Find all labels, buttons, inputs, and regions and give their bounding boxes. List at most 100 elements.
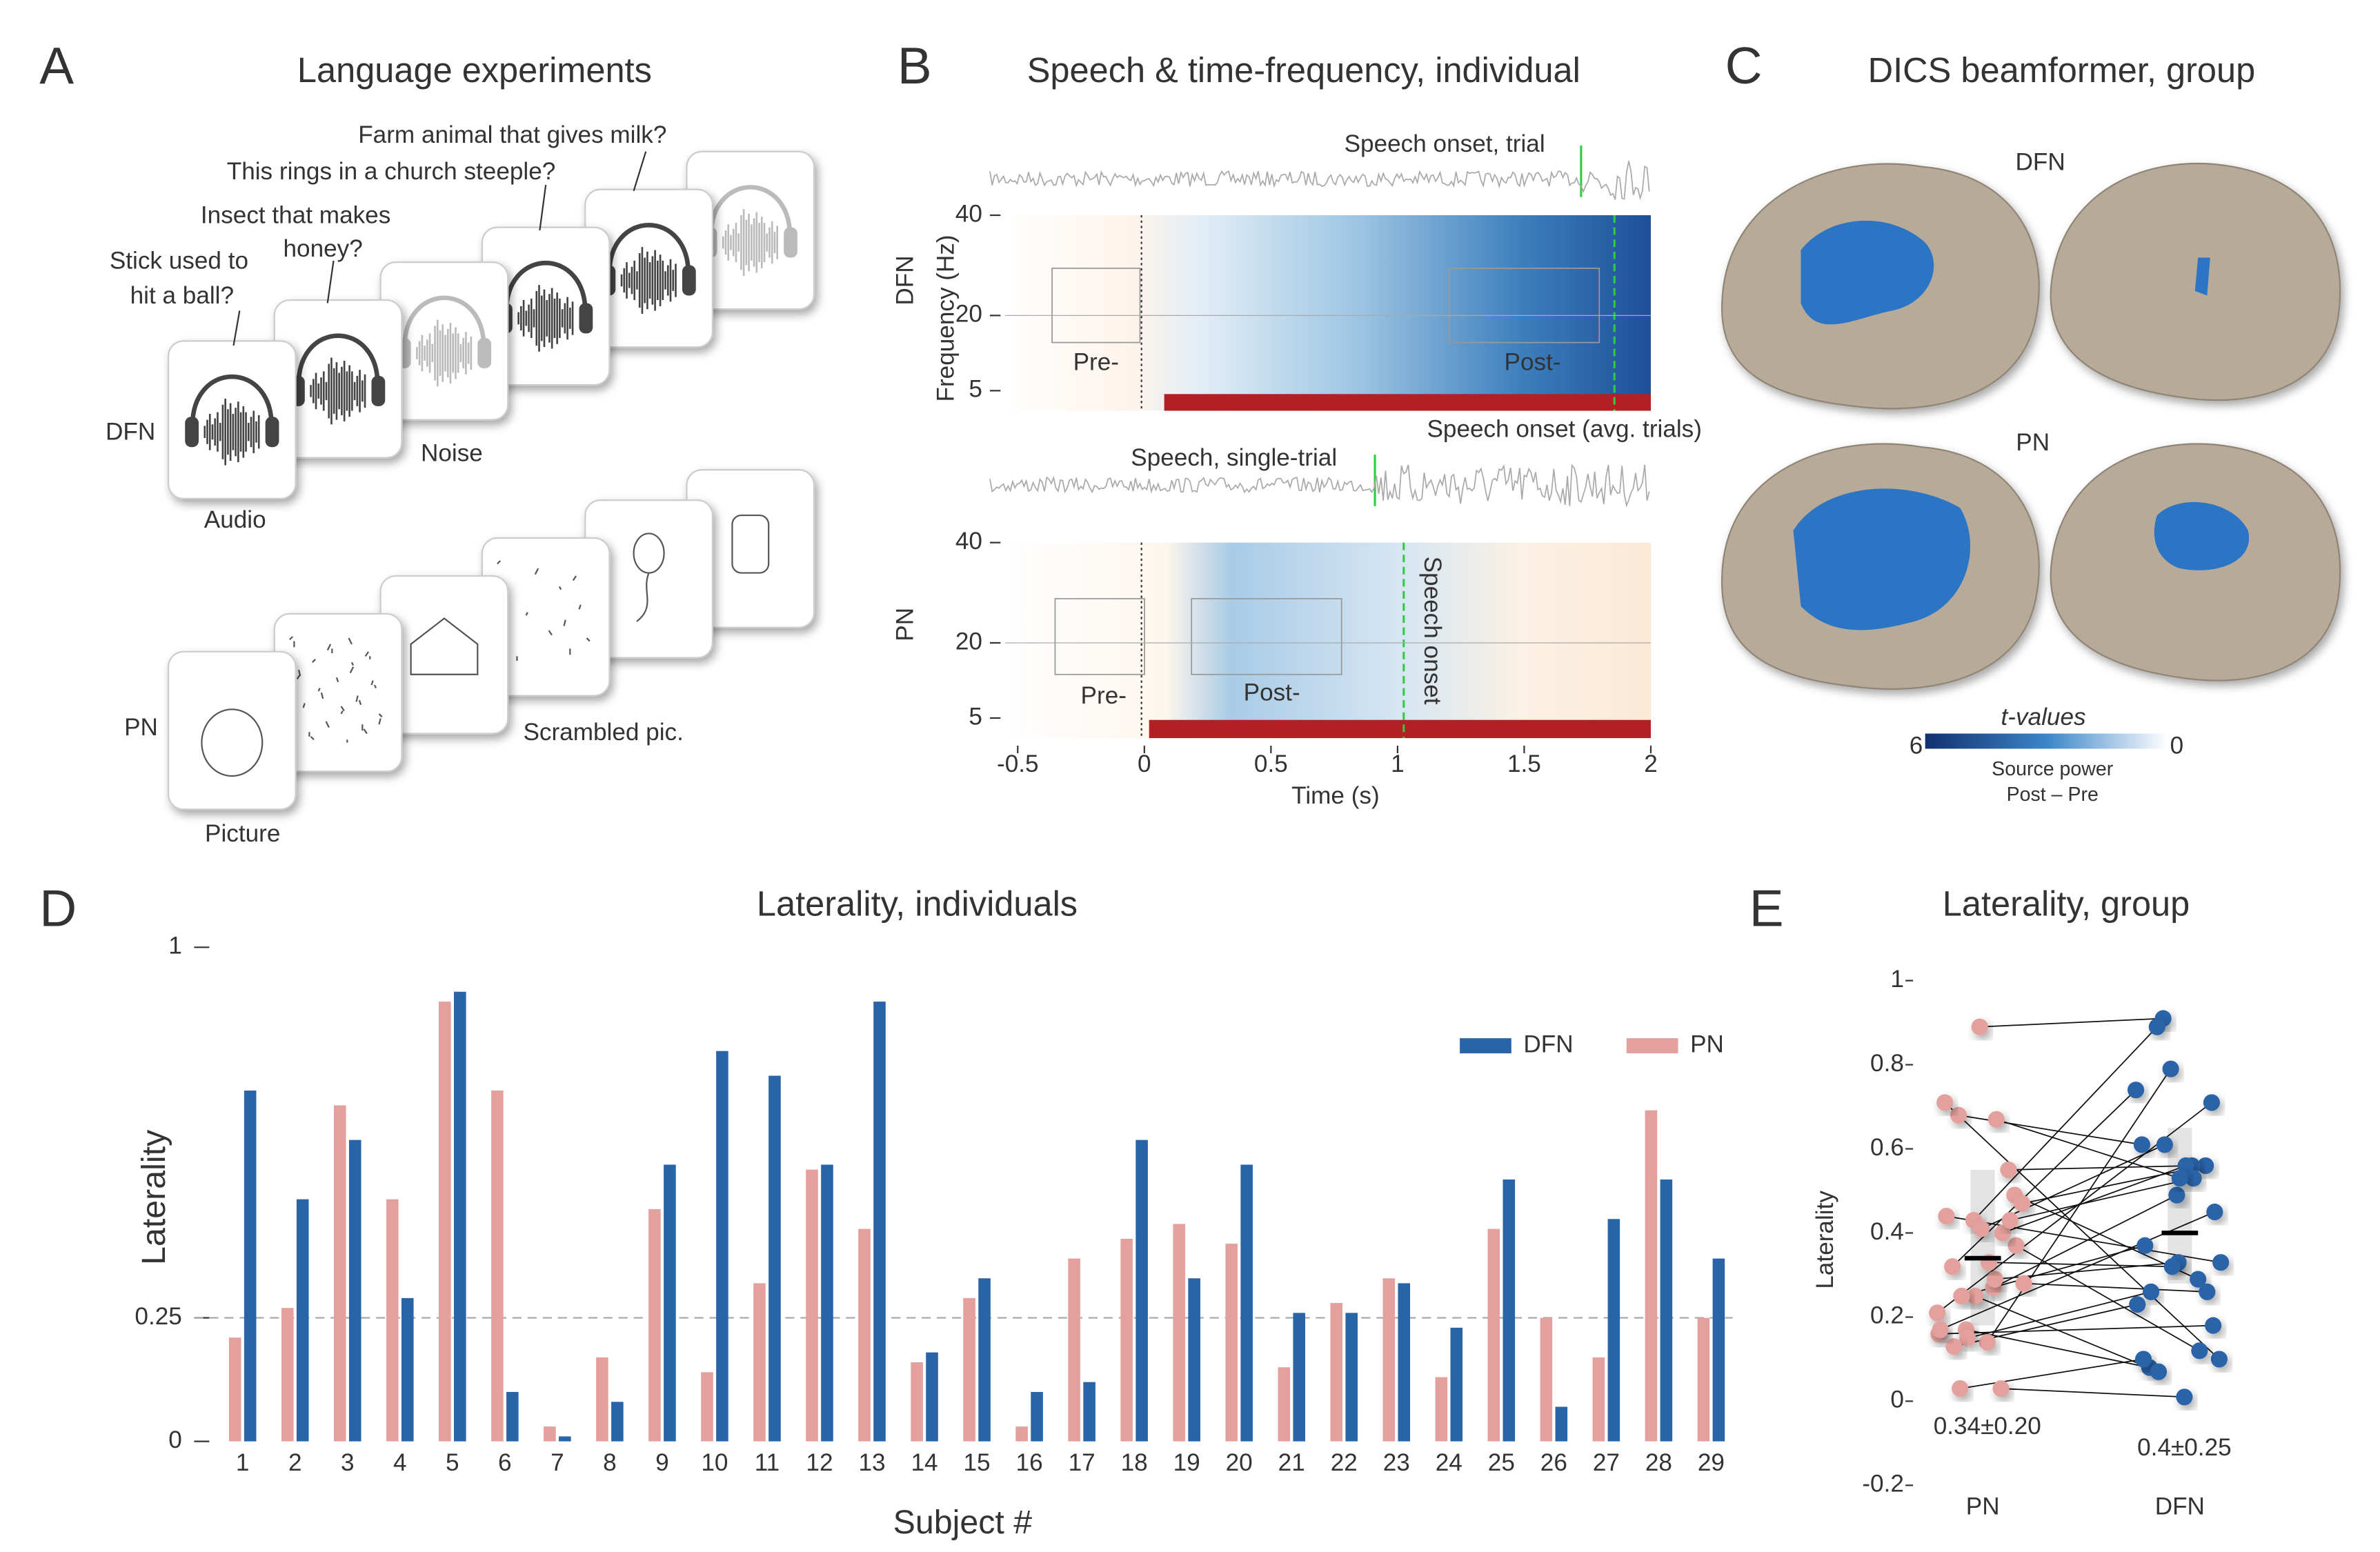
x-tick-label: PN [1966, 1493, 2000, 1520]
point [2177, 1157, 2194, 1175]
bar [1068, 1258, 1080, 1442]
point [2197, 1157, 2214, 1175]
bar [963, 1297, 975, 1442]
panel-letter: A [39, 37, 74, 94]
question: Stick used to [110, 247, 248, 274]
x-tick-label: 12 [806, 1449, 833, 1476]
pair-line [2001, 1388, 2185, 1398]
post-box [1191, 598, 1342, 675]
bar [1225, 1244, 1238, 1442]
bar [439, 1002, 451, 1442]
bar [281, 1308, 294, 1442]
label: Audio [204, 506, 266, 533]
bar [1382, 1278, 1396, 1442]
brains [1721, 162, 2341, 749]
pair-line [2016, 1245, 2200, 1351]
colorbar-title: t-values [2001, 704, 2086, 730]
stimulus-cards [167, 150, 815, 810]
waveform [517, 285, 574, 352]
bar [1487, 1228, 1500, 1442]
point [1929, 1304, 1946, 1322]
axis-label: Laterality [1812, 1191, 1838, 1289]
x-tick-label: 5 [446, 1449, 459, 1476]
question: Insect that makes [201, 201, 390, 228]
bar [753, 1283, 766, 1442]
bar [1330, 1303, 1343, 1442]
pair-line [1938, 1324, 2214, 1335]
headphones [190, 374, 274, 429]
bar [559, 1436, 571, 1442]
x-tick-label: 28 [1645, 1449, 1672, 1476]
bar [1293, 1313, 1305, 1442]
y-tick-label: 0.4 [1870, 1218, 1904, 1245]
pair-line [2002, 1165, 2186, 1234]
pair-line [1988, 1262, 2172, 1268]
y-tick-label: 20 [955, 301, 982, 328]
headphones [708, 185, 793, 240]
bar [1015, 1426, 1028, 1442]
annotation: Post- [1244, 679, 1300, 706]
activation [2194, 257, 2210, 296]
pointer [633, 151, 647, 192]
pointer [326, 260, 335, 304]
pair-line [1944, 1102, 2220, 1360]
axis-label: Laterality [135, 1129, 172, 1265]
point [1952, 1380, 1969, 1397]
y-tick-label: 5 [969, 703, 982, 730]
question: This rings in a church steeple? [227, 158, 556, 185]
card [167, 650, 297, 810]
pair-line [1974, 1295, 2159, 1373]
bar [1278, 1367, 1291, 1442]
bar [716, 1051, 728, 1442]
x-tick-label: 13 [858, 1449, 885, 1476]
x-tick-label: 10 [701, 1449, 728, 1476]
bar [926, 1352, 938, 1442]
x-tick-label: 17 [1069, 1449, 1095, 1476]
scribble [289, 636, 383, 743]
bar [544, 1426, 556, 1442]
bar [386, 1199, 399, 1442]
question: Farm animal that gives milk? [358, 121, 666, 148]
x-tick-label: 1 [236, 1449, 250, 1476]
x-tick-label: 8 [603, 1449, 617, 1476]
pre-box [1051, 268, 1141, 344]
x-tick-label: 18 [1121, 1449, 1148, 1476]
bar [821, 1164, 833, 1442]
x-tick-label: 27 [1593, 1449, 1620, 1476]
bar [1607, 1219, 1620, 1442]
point [1992, 1380, 2010, 1397]
brain [2050, 162, 2341, 401]
bar [1592, 1357, 1605, 1442]
mean-label: 0.4±0.25 [2137, 1434, 2232, 1461]
bar [454, 991, 466, 1442]
annotation: Pre- [1081, 682, 1127, 709]
panel-letter: C [1725, 37, 1763, 94]
card [481, 226, 611, 386]
bar [701, 1372, 713, 1442]
bar [806, 1169, 818, 1442]
point [1944, 1258, 1961, 1275]
barrel [731, 514, 770, 574]
annotation: Speech onset [1419, 557, 1446, 705]
speech-trace [989, 464, 1650, 508]
bar [1120, 1238, 1133, 1442]
label: Picture [205, 820, 280, 847]
point [1986, 1271, 2003, 1288]
x-tick-label: -0.5 [997, 750, 1039, 777]
mean-label: 0.34±0.20 [1934, 1413, 2041, 1440]
bar [1240, 1164, 1253, 1442]
x-tick-label: 19 [1173, 1449, 1200, 1476]
point [2171, 1170, 2188, 1187]
x-tick-label: 1 [1391, 750, 1405, 777]
card [379, 261, 509, 421]
bar [1031, 1391, 1043, 1442]
pair-line [2023, 1282, 2208, 1293]
waveform [416, 319, 473, 387]
card [584, 188, 713, 348]
x-tick-label: 4 [393, 1449, 407, 1476]
pair-line [1973, 1026, 2158, 1221]
panel-letter: E [1749, 879, 1784, 937]
bar [333, 1105, 346, 1442]
point [2210, 1351, 2228, 1368]
